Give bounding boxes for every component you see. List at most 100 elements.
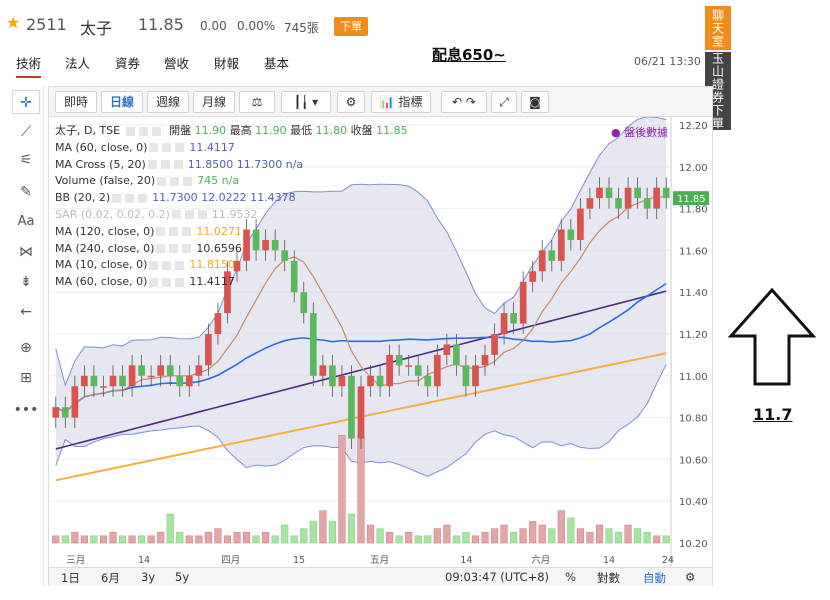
candle-body (329, 365, 336, 387)
volume-bar (204, 531, 212, 544)
volume-bar (595, 524, 604, 544)
volume-bar (576, 528, 584, 544)
volume-bar (366, 524, 375, 544)
auto-toggle[interactable]: 自動 (643, 571, 666, 585)
volume-bar (319, 510, 327, 544)
settings-gear-icon[interactable]: ⚙ (337, 91, 365, 113)
settings-small-gear-icon[interactable]: ⚙ (685, 570, 696, 584)
crosshair-icon[interactable]: ✛ (12, 90, 40, 114)
volume-bar (195, 535, 203, 544)
interval-realtime[interactable]: 即時 (55, 91, 97, 113)
legend-macross-value: 11.8500 11.7300 n/a (187, 157, 304, 171)
volume-bar (605, 528, 613, 544)
indicators-button[interactable]: 📊 指標 (371, 91, 431, 113)
price-tick-label: 11.20 (679, 330, 708, 341)
tab-technical[interactable]: 技術 (16, 53, 42, 78)
snapshot-camera-icon[interactable]: ◙ (521, 91, 549, 113)
volume-bar (80, 535, 88, 544)
volume-bar (290, 535, 298, 544)
volume-bar (538, 524, 546, 544)
volume-bar (529, 521, 537, 544)
volume-bar (118, 535, 127, 544)
pattern-icon[interactable]: ⋈ (19, 244, 33, 260)
chart-type-icon[interactable]: ┃╽ ▾ (281, 91, 331, 113)
volume-bar (176, 531, 184, 544)
legend-controls[interactable] (157, 176, 196, 186)
interval-monthly[interactable]: 月線 (193, 91, 235, 113)
volume-bar (557, 510, 565, 544)
legend-controls[interactable] (149, 143, 188, 153)
legend-controls[interactable] (156, 227, 195, 237)
tab-revenue[interactable]: 營收 (164, 56, 190, 71)
candle-body (138, 365, 145, 376)
legend-controls[interactable] (149, 260, 188, 270)
ma60-line (55, 282, 667, 414)
interval-daily[interactable]: 日線 (101, 91, 143, 113)
tab-basic[interactable]: 基本 (264, 56, 290, 71)
legend-controls[interactable] (112, 193, 151, 203)
tab-margin[interactable]: 資券 (115, 56, 141, 71)
range-3y[interactable]: 3y (141, 570, 156, 584)
volume-bar (109, 531, 117, 544)
price-tick-label: 10.40 (679, 497, 708, 508)
measure-icon[interactable]: ⇟ (20, 274, 32, 290)
zoom-icon[interactable]: ⊕ (20, 340, 32, 356)
favorite-star-icon[interactable]: ★ (6, 13, 21, 32)
fib-tool-icon[interactable]: ⚟ (19, 152, 33, 168)
volume-bar (414, 535, 422, 544)
trendline-icon[interactable]: ⟋ (21, 124, 31, 140)
candle-body (262, 239, 269, 251)
bollinger-band-area (55, 117, 667, 477)
undo-redo-icon[interactable]: ↶ ↷ (441, 91, 487, 113)
tab-institutional[interactable]: 法人 (65, 56, 91, 71)
legend-controls[interactable] (125, 126, 164, 136)
range-1d[interactable]: 1日 (61, 571, 80, 585)
order-button[interactable]: 下單 (334, 17, 368, 36)
after-hours-data-link[interactable]: ● 盤後數據 (611, 124, 668, 140)
percent-toggle[interactable]: % (565, 570, 576, 584)
legend-controls[interactable] (171, 210, 210, 220)
fullscreen-icon[interactable]: ⤢ (491, 91, 517, 113)
volume-bar (71, 531, 79, 544)
chat-room-button[interactable]: 聊天室 (705, 6, 731, 50)
candle-body (71, 386, 79, 418)
volume-bar (519, 528, 527, 544)
volume-bar (643, 531, 651, 544)
compare-icon[interactable]: ⚖ (239, 91, 275, 113)
price-chart[interactable]: 12.20 12.00 11.80 11.60 11.40 11.20 11.00 10.80… (49, 117, 712, 567)
volume-bar (614, 531, 623, 544)
candle-body (596, 187, 603, 199)
price-tick-label: 11.40 (679, 288, 708, 299)
volume-bar (281, 524, 289, 544)
legend-controls[interactable] (156, 244, 195, 254)
candle-body (634, 187, 641, 199)
candle-body (662, 187, 670, 199)
range-6m[interactable]: 6月 (101, 571, 120, 585)
legend-ma10: MA (10, close, 0) (55, 258, 148, 272)
volume-bar (214, 528, 222, 544)
legend-controls[interactable] (147, 160, 186, 170)
volume-bar (481, 531, 489, 544)
arrow-left-icon[interactable]: ← (20, 304, 32, 320)
volume-bar (166, 514, 174, 544)
bollinger-upper-line (55, 117, 667, 387)
price-tick-label: 10.60 (679, 455, 708, 466)
volume-bar (90, 535, 98, 544)
brush-icon[interactable]: ✎ (20, 184, 32, 200)
candle-body (348, 375, 355, 439)
interval-weekly[interactable]: 週線 (147, 91, 189, 113)
log-toggle[interactable]: 對數 (597, 571, 620, 585)
candle-body (205, 334, 212, 366)
x-axis-label: 四月 (221, 555, 240, 566)
ruler-icon[interactable]: ⊞ (20, 370, 32, 386)
text-tool-icon[interactable]: Aa (17, 214, 35, 229)
candle-body (319, 365, 327, 376)
legend-symbol: 太子, D, TSE (55, 124, 121, 137)
volume-bar (433, 528, 441, 544)
more-icon[interactable]: ••• (13, 402, 39, 418)
ma10-line (55, 196, 667, 414)
legend-controls[interactable] (149, 277, 188, 287)
tab-financials[interactable]: 財報 (214, 56, 240, 71)
range-5y[interactable]: 5y (175, 570, 190, 584)
volume-bar (653, 535, 661, 544)
